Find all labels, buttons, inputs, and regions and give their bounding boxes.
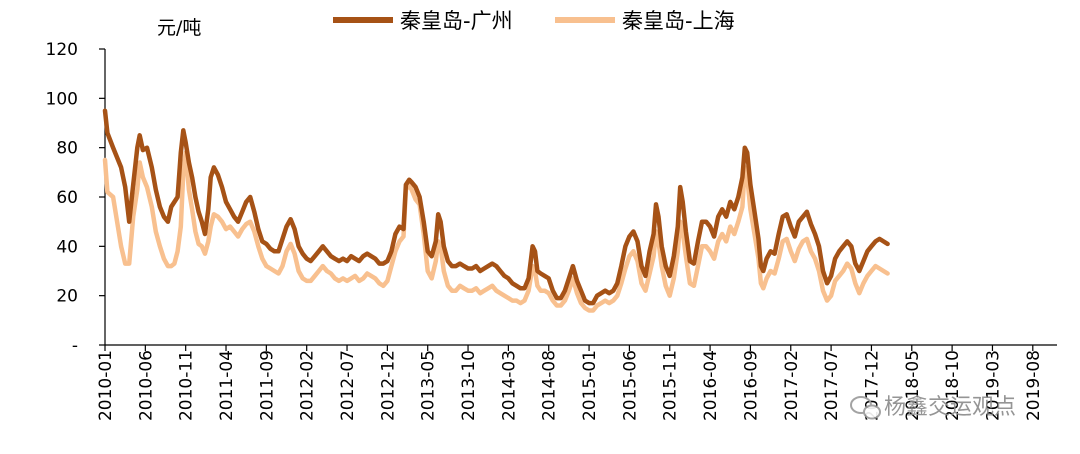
x-axis: 2010-01 2010-06 2010-11 2011-04 2011-09 2012-… <box>96 344 1057 421</box>
x-tick-label: 2010-06 <box>136 350 156 421</box>
y-axis: - 20 40 60 80 100 120 <box>46 40 106 356</box>
x-tick-label: 2013-10 <box>459 350 479 421</box>
y-tick-label: 120 <box>46 40 78 60</box>
x-tick-label: 2012-02 <box>298 350 318 421</box>
y-axis-unit-label: 元/吨 <box>157 17 201 39</box>
x-tick-label: 2016-09 <box>741 350 761 421</box>
x-tick-label: 2019-08 <box>1024 350 1044 421</box>
legend: 秦皇岛-广州 秦皇岛-上海 <box>333 9 735 33</box>
x-tick-label: 2018-05 <box>903 350 923 421</box>
y-tick-label: - <box>72 336 78 356</box>
legend-label-qhd-shanghai: 秦皇岛-上海 <box>622 9 735 33</box>
x-tick-label: 2015-01 <box>580 350 600 421</box>
x-tick-label: 2019-03 <box>983 350 1003 421</box>
watermark-text: 杨鑫交运观点 <box>884 395 1016 420</box>
x-tick-label: 2014-03 <box>499 350 519 421</box>
x-tick-label: 2016-04 <box>701 350 721 421</box>
watermark: 杨鑫交运观点 <box>850 395 1016 420</box>
x-tick-label: 2013-05 <box>419 350 439 421</box>
y-tick-label: 60 <box>56 188 78 208</box>
series-line-qhd-guangzhou <box>102 108 890 306</box>
x-tick-label: 2015-11 <box>661 350 681 421</box>
x-tick-label: 2011-09 <box>257 350 277 421</box>
y-tick-label: 100 <box>46 89 78 109</box>
wechat-icon <box>850 396 881 420</box>
x-tick-label: 2010-01 <box>96 350 116 421</box>
y-tick-label: 80 <box>56 139 78 159</box>
x-tick-label: 2015-06 <box>620 350 640 421</box>
series-layer <box>102 108 890 313</box>
x-tick-label: 2012-07 <box>338 350 358 421</box>
y-tick-label: 40 <box>56 237 78 257</box>
y-tick-label: 20 <box>56 287 78 307</box>
x-tick-label: 2017-12 <box>862 350 882 421</box>
x-tick-label: 2017-02 <box>782 350 802 421</box>
x-tick-label: 2012-12 <box>378 350 398 421</box>
x-tick-label: 2010-11 <box>177 350 197 421</box>
x-tick-label: 2018-10 <box>943 350 963 421</box>
x-tick-label: 2017-07 <box>822 350 842 421</box>
legend-label-qhd-guangzhou: 秦皇岛-广州 <box>400 9 513 33</box>
x-tick-label: 2011-04 <box>217 350 237 421</box>
series-line-qhd-shanghai <box>102 150 890 313</box>
x-tick-label: 2014-08 <box>540 350 560 421</box>
